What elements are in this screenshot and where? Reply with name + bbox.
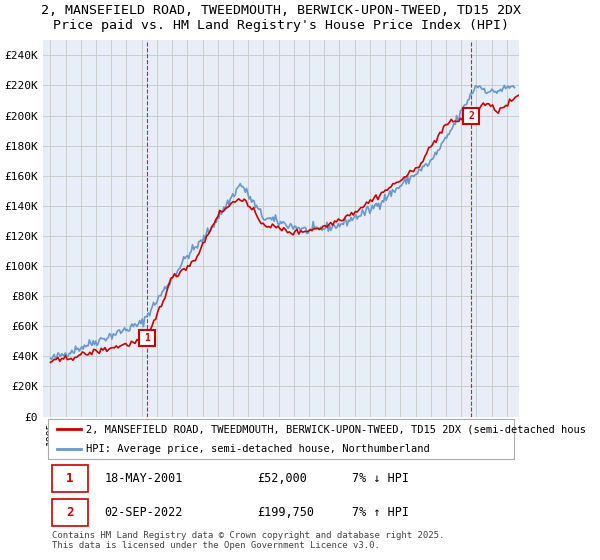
Text: 18-MAY-2001: 18-MAY-2001 <box>104 472 183 485</box>
FancyBboxPatch shape <box>52 499 88 526</box>
Text: 7% ↓ HPI: 7% ↓ HPI <box>352 472 409 485</box>
Text: 2: 2 <box>66 506 74 519</box>
Title: 2, MANSEFIELD ROAD, TWEEDMOUTH, BERWICK-UPON-TWEED, TD15 2DX
Price paid vs. HM L: 2, MANSEFIELD ROAD, TWEEDMOUTH, BERWICK-… <box>41 4 521 32</box>
Text: 1: 1 <box>66 472 74 485</box>
Text: Contains HM Land Registry data © Crown copyright and database right 2025.
This d: Contains HM Land Registry data © Crown c… <box>52 531 445 550</box>
Text: 1: 1 <box>145 333 151 343</box>
Text: 2, MANSEFIELD ROAD, TWEEDMOUTH, BERWICK-UPON-TWEED, TD15 2DX (semi-detached hous: 2, MANSEFIELD ROAD, TWEEDMOUTH, BERWICK-… <box>86 424 586 434</box>
Text: 7% ↑ HPI: 7% ↑ HPI <box>352 506 409 519</box>
Text: £199,750: £199,750 <box>257 506 314 519</box>
FancyBboxPatch shape <box>52 465 88 492</box>
Text: 2: 2 <box>469 111 475 121</box>
Text: HPI: Average price, semi-detached house, Northumberland: HPI: Average price, semi-detached house,… <box>86 444 430 454</box>
FancyBboxPatch shape <box>47 419 514 460</box>
Text: £52,000: £52,000 <box>257 472 307 485</box>
Text: 02-SEP-2022: 02-SEP-2022 <box>104 506 183 519</box>
